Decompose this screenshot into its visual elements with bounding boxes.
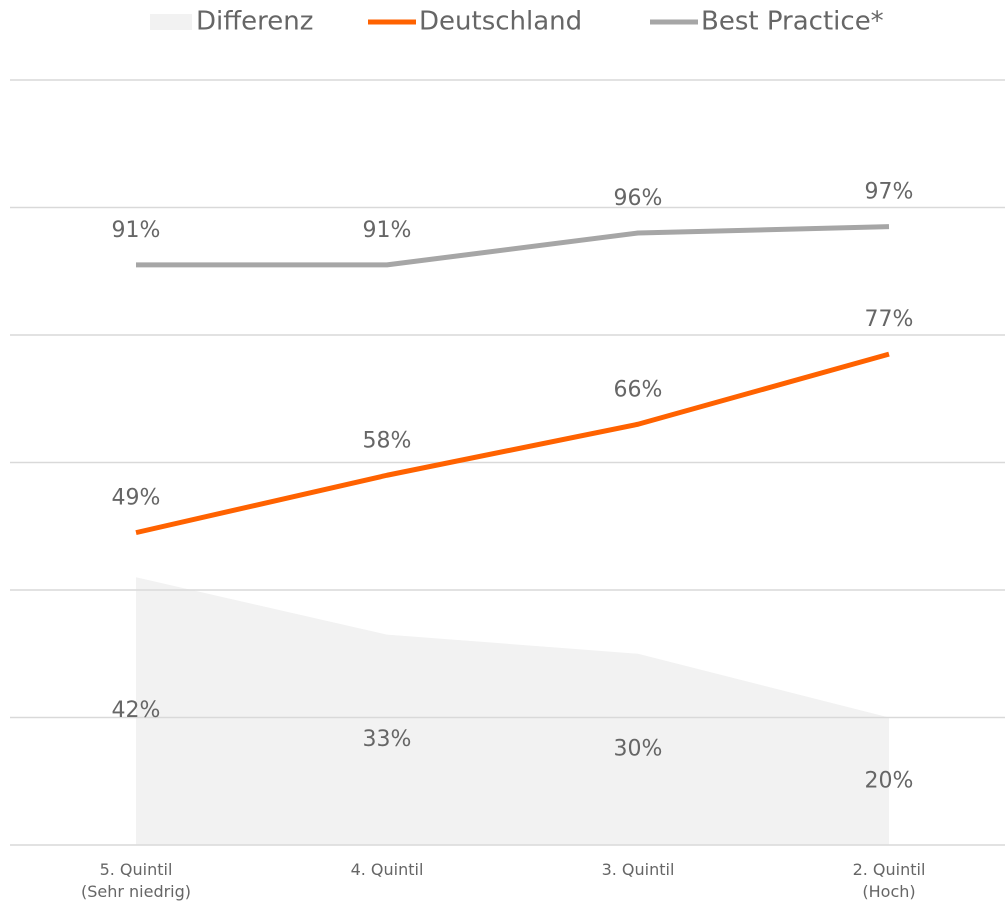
x-tick-label: 4. Quintil	[351, 860, 424, 879]
data-label: 30%	[614, 736, 663, 761]
legend-swatch	[150, 14, 192, 30]
data-label: 96%	[614, 186, 663, 211]
x-tick-label: 2. Quintil (Hoch)	[853, 860, 926, 901]
x-tick-label: 3. Quintil	[602, 860, 675, 879]
x-tick-line: (Sehr niedrig)	[81, 882, 191, 901]
data-label: 91%	[363, 218, 412, 243]
area	[136, 577, 889, 845]
legend-label: Deutschland	[419, 7, 582, 37]
data-label: 66%	[614, 377, 663, 402]
legend-label: Best Practice*	[701, 7, 884, 37]
line	[135, 351, 890, 536]
x-tick-line: (Hoch)	[862, 882, 915, 901]
data-label: 49%	[112, 486, 161, 511]
x-tick-line: 4. Quintil	[351, 860, 424, 879]
data-label: 91%	[112, 218, 161, 243]
x-tick-label: 5. Quintil (Sehr niedrig)	[81, 860, 191, 901]
x-tick-line: 5. Quintil	[100, 860, 173, 879]
data-label: 20%	[865, 768, 914, 793]
legend-label: Differenz	[196, 7, 313, 37]
data-label: 33%	[363, 727, 412, 752]
data-label: 77%	[865, 307, 914, 332]
x-tick-line: 3. Quintil	[602, 860, 675, 879]
data-label: 42%	[112, 698, 161, 723]
data-label: 58%	[363, 428, 412, 453]
x-tick-line: 2. Quintil	[853, 860, 926, 879]
line	[136, 224, 890, 268]
data-label: 97%	[865, 180, 914, 205]
